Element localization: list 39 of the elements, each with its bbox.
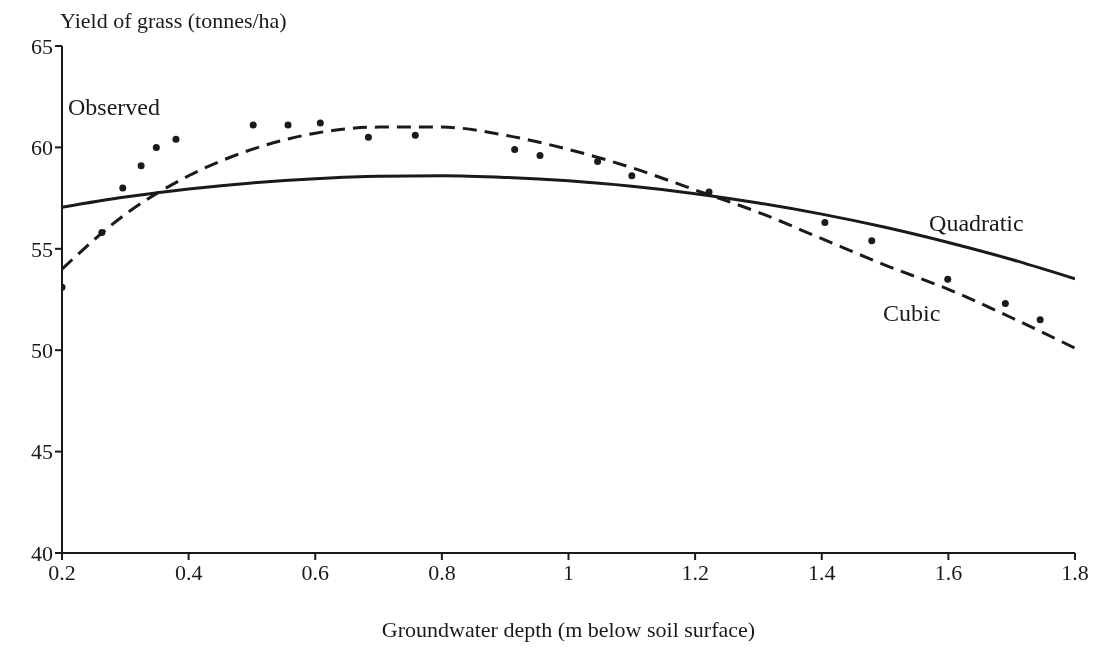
point (511, 145, 519, 153)
x-tick-label: 0.6 (301, 559, 329, 585)
point (137, 162, 145, 170)
x-tick-label: 1 (563, 559, 574, 585)
point (1036, 316, 1044, 324)
point (119, 184, 127, 192)
y-tick-label: 60 (31, 135, 53, 161)
series-label: Observed (68, 94, 160, 121)
x-tick-label: 1.6 (934, 559, 963, 585)
point (98, 229, 106, 237)
point (284, 121, 292, 129)
point (411, 131, 419, 139)
x-axis-title: Groundwater depth (m below soil surface) (381, 617, 756, 642)
series-label: Quadratic (929, 210, 1024, 237)
point (821, 218, 829, 226)
point (249, 121, 257, 129)
point (172, 135, 180, 143)
point (594, 158, 602, 166)
y-tick-label: 65 (31, 33, 53, 59)
point (868, 237, 876, 245)
series-label: Cubic (883, 300, 941, 327)
x-tick-label: 1.2 (681, 559, 709, 585)
x-tick-label: 0.4 (174, 559, 203, 585)
x-tick-label: 0.8 (428, 559, 456, 585)
point (705, 188, 713, 196)
y-axis-title: Yield of grass (tonnes/ha) (60, 8, 287, 34)
y-tick-label: 50 (31, 338, 53, 364)
point (364, 133, 372, 141)
point (944, 275, 952, 283)
point (536, 152, 544, 160)
y-tick-label: 45 (31, 439, 53, 465)
y-tick-label: 40 (31, 540, 53, 566)
point (316, 119, 324, 127)
point (152, 143, 160, 151)
x-tick-label: 1.4 (808, 559, 836, 585)
x-tick-label: 1.8 (1061, 559, 1089, 585)
point (1001, 300, 1009, 308)
point (628, 172, 636, 180)
y-tick-label: 55 (31, 236, 53, 262)
